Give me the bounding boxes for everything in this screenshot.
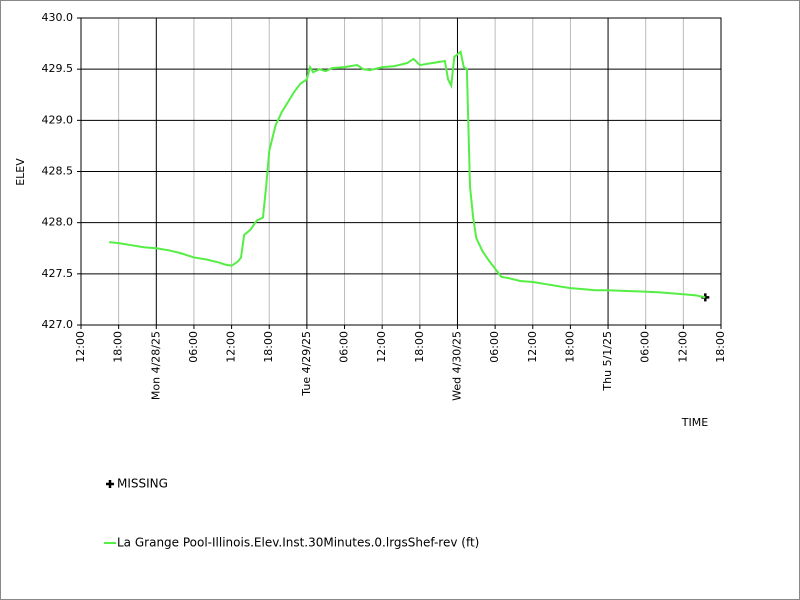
x-tick-label: 18:00 xyxy=(262,331,275,363)
x-tick-label: 18:00 xyxy=(112,331,125,363)
x-tick-label: 18:00 xyxy=(563,331,576,363)
x-tick-label: 18:00 xyxy=(714,331,727,363)
x-tick-label: 06:00 xyxy=(187,331,200,363)
x-tick-label: Wed 4/30/25 xyxy=(450,331,463,401)
x-tick-label: 12:00 xyxy=(225,331,238,363)
plot-area xyxy=(80,17,722,326)
y-tick-label: 427.5 xyxy=(42,267,74,280)
y-tick-label: 430.0 xyxy=(42,11,74,24)
x-tick-label: 06:00 xyxy=(639,331,652,363)
y-tick-label: 428.5 xyxy=(42,165,74,178)
x-tick-label: 12:00 xyxy=(676,331,689,363)
data-line xyxy=(109,49,706,299)
x-tick-label: 06:00 xyxy=(338,331,351,363)
y-tick-label: 427.0 xyxy=(42,318,74,331)
x-tick-label: 12:00 xyxy=(74,331,87,363)
x-tick-label: 18:00 xyxy=(413,331,426,363)
legend-label: La Grange Pool-Illinois.Elev.Inst.30Minu… xyxy=(117,536,479,550)
legend-symbol xyxy=(106,480,114,488)
x-tick-label: 06:00 xyxy=(488,331,501,363)
x-tick-label: Thu 5/1/25 xyxy=(601,331,614,392)
x-tick-label: 12:00 xyxy=(526,331,539,363)
y-tick-label: 428.0 xyxy=(42,216,74,229)
legend-label: MISSING xyxy=(117,477,168,491)
x-tick-label: 12:00 xyxy=(375,331,388,363)
x-tick-label: Mon 4/28/25 xyxy=(149,331,162,400)
y-tick-label: 429.0 xyxy=(42,113,74,126)
x-tick-label: Tue 4/29/25 xyxy=(300,331,313,397)
y-axis-label: ELEV xyxy=(14,158,27,186)
x-axis-label: TIME xyxy=(681,416,708,429)
y-tick-label: 429.5 xyxy=(42,62,74,75)
